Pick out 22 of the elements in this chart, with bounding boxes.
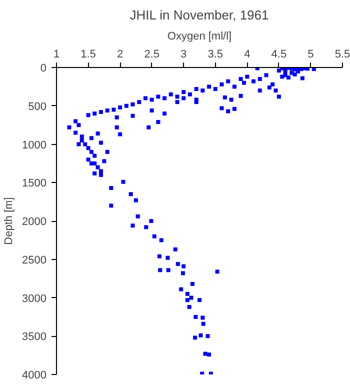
y-tick-label: 4000	[22, 370, 47, 382]
y-tick-label: 3000	[22, 292, 47, 305]
y-tick-label: 2000	[22, 216, 47, 228]
y-tick-label: 500	[28, 100, 47, 113]
x-tick-label: 3	[180, 48, 187, 60]
x-tick-label: 5.5	[334, 48, 350, 60]
x-tick-label: 3.5	[208, 48, 224, 60]
y-tick-label: 1500	[22, 178, 47, 190]
x-tick-label: 5	[308, 48, 314, 60]
x-tick-label: 1	[53, 48, 60, 60]
y-tick-label: 0	[40, 62, 47, 74]
x-tick-label: 2	[116, 48, 124, 60]
x-tick-label: 1.5	[80, 48, 96, 60]
y-tick-label: 2500	[22, 254, 47, 266]
x-tick-label: 4.5	[271, 48, 287, 60]
x-tick-label: 2.5	[144, 48, 160, 60]
chart-title: JHIL in November, 1961	[130, 8, 269, 22]
x-axis-title: Oxygen [ml/l]	[167, 30, 232, 42]
y-tick-label: 3500	[22, 331, 47, 344]
y-axis-title: Depth [m]	[3, 197, 16, 245]
y-tick-label: 1000	[22, 139, 47, 152]
x-tick-label: 4	[244, 48, 250, 60]
